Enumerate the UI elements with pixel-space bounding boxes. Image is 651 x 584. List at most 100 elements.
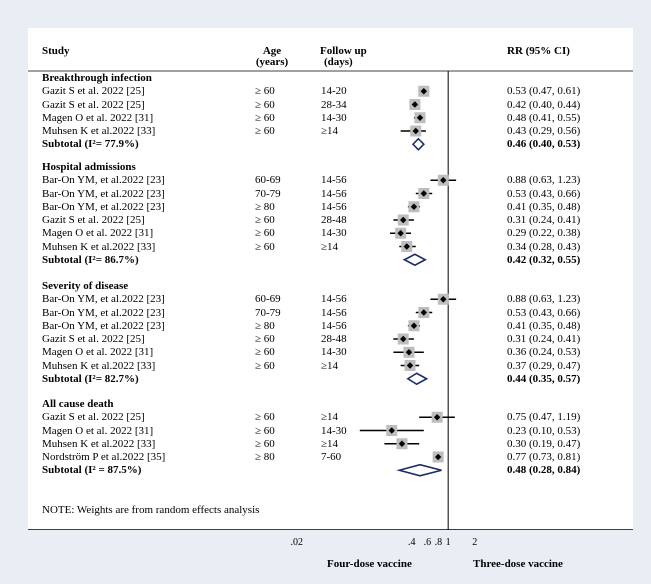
- study-age: ≥ 80: [255, 319, 275, 332]
- study-name: Muhsen K et al.2022 [33]: [42, 359, 156, 372]
- study-rr-label: 0.31 (0.24, 0.41): [507, 214, 581, 226]
- header-follow-unit: (days): [324, 56, 353, 68]
- study-follow-up: 14-56: [321, 293, 347, 306]
- study-age: ≥ 60: [255, 227, 275, 240]
- study-rr-label: 0.37 (0.29, 0.47): [507, 359, 581, 372]
- point-estimate: [434, 453, 442, 461]
- study-rr-label: 0.43 (0.29, 0.56): [507, 125, 581, 137]
- study-rr-label: 0.34 (0.28, 0.43): [507, 240, 581, 253]
- point-estimate: [416, 114, 424, 121]
- study-name: Magen O et al. 2022 [31]: [42, 346, 154, 359]
- study-rr-label: 0.53 (0.43, 0.66): [507, 187, 581, 200]
- subtotal-diamond: [406, 372, 429, 386]
- study-name: Muhsen K et al.2022 [33]: [42, 437, 156, 450]
- subtotal-diamond: [396, 463, 442, 477]
- study-name: Magen O et al. 2022 [31]: [42, 424, 154, 437]
- study-follow-up: ≥14: [321, 411, 339, 424]
- point-estimate: [411, 101, 419, 108]
- group-title: All cause death: [42, 398, 114, 410]
- study-rr-label: 0.41 (0.35, 0.48): [507, 200, 581, 213]
- header-study: Study: [42, 45, 70, 57]
- study-name: Bar-On YM, et al.2022 [23]: [42, 174, 165, 187]
- study-follow-up: 7-60: [321, 451, 342, 463]
- study-rr-label: 0.75 (0.47, 1.19): [507, 411, 581, 424]
- x-tick-label: .8: [434, 537, 443, 548]
- x-tick-label: .4: [408, 537, 416, 548]
- study-name: Gazit S et al. 2022 [25]: [42, 333, 145, 345]
- study-age: ≥ 60: [255, 411, 275, 424]
- point-estimate: [440, 296, 447, 303]
- study-follow-up: 14-56: [321, 306, 347, 319]
- point-estimate: [406, 362, 414, 369]
- point-estimate: [388, 427, 395, 434]
- study-follow-up: ≥14: [321, 359, 339, 372]
- study-follow-up: ≥14: [321, 437, 339, 450]
- x-tick-label: .6: [423, 537, 432, 548]
- study-follow-up: ≥14: [321, 240, 339, 253]
- study-age: 70-79: [255, 306, 281, 319]
- subtotal-label: Subtotal (I²= 82.7%): [42, 372, 139, 385]
- point-estimate: [397, 230, 404, 237]
- point-estimate: [405, 349, 413, 356]
- subtotal-rr: 0.44 (0.35, 0.57): [507, 372, 581, 385]
- study-age: 70-79: [255, 187, 281, 200]
- study-follow-up: 28-48: [321, 214, 347, 226]
- point-estimate: [403, 243, 410, 250]
- study-rr-label: 0.42 (0.40, 0.44): [507, 98, 581, 111]
- study-rr-label: 0.30 (0.19, 0.47): [507, 437, 581, 450]
- study-age: ≥ 60: [255, 346, 275, 359]
- point-estimate: [410, 203, 418, 210]
- study-rr-label: 0.48 (0.41, 0.55): [507, 111, 581, 124]
- study-rr-label: 0.88 (0.63, 1.23): [507, 174, 581, 187]
- group-title: Breakthrough infection: [42, 72, 152, 84]
- study-follow-up: ≥14: [321, 125, 339, 137]
- subtotal-rr: 0.42 (0.32, 0.55): [507, 253, 581, 266]
- group-title: Severity of disease: [42, 280, 129, 292]
- x-tick-label: 2: [472, 537, 478, 548]
- subtotal-label: Subtotal (I² = 87.5%): [42, 464, 142, 477]
- study-follow-up: 14-30: [321, 111, 347, 124]
- study-age: ≥ 60: [255, 424, 275, 437]
- study-age: 60-69: [255, 174, 281, 187]
- study-name: Gazit S et al. 2022 [25]: [42, 214, 145, 226]
- header-age-unit: (years): [255, 56, 289, 68]
- study-name: Bar-On YM, et al.2022 [23]: [42, 293, 165, 306]
- subtotal-rr: 0.48 (0.28, 0.84): [507, 464, 581, 477]
- point-estimate: [400, 335, 407, 343]
- study-name: Magen O et al. 2022 [31]: [42, 111, 154, 124]
- note: NOTE: Weights are from random effects an…: [42, 504, 260, 516]
- study-rr-label: 0.77 (0.73, 0.81): [507, 451, 581, 463]
- point-estimate: [410, 322, 418, 329]
- x-tick-label: .02: [290, 537, 304, 548]
- study-age: ≥ 60: [255, 214, 275, 226]
- group-title: Hospital admissions: [42, 161, 136, 173]
- study-follow-up: 28-34: [321, 98, 347, 111]
- study-rr-label: 0.23 (0.10, 0.53): [507, 424, 581, 437]
- study-rr-label: 0.53 (0.43, 0.66): [507, 306, 581, 319]
- study-rr-label: 0.31 (0.24, 0.41): [507, 333, 581, 345]
- study-rr-label: 0.41 (0.35, 0.48): [507, 319, 581, 332]
- header-follow-up: Follow up: [320, 45, 367, 57]
- point-estimate: [420, 309, 428, 316]
- point-estimate: [420, 88, 428, 95]
- study-name: Gazit S et al. 2022 [25]: [42, 98, 145, 111]
- point-estimate: [398, 440, 406, 447]
- study-follow-up: 14-30: [321, 424, 347, 437]
- study-follow-up: 14-30: [321, 346, 347, 359]
- study-age: ≥ 60: [255, 359, 275, 372]
- study-rr-label: 0.88 (0.63, 1.23): [507, 293, 581, 306]
- study-name: Gazit S et al. 2022 [25]: [42, 411, 145, 424]
- forest-plot: Study Age (years) Follow up (days) RR (9…: [28, 28, 633, 530]
- xlabel-three-dose: Three-dose vaccine: [473, 558, 563, 570]
- subtotal-diamond: [411, 137, 425, 151]
- x-tick-label: 1: [445, 537, 451, 548]
- study-follow-up: 14-56: [321, 200, 347, 213]
- subtotal-diamond: [402, 253, 427, 267]
- study-name: Muhsen K et al.2022 [33]: [42, 125, 156, 137]
- study-name: Bar-On YM, et al.2022 [23]: [42, 200, 165, 213]
- study-name: Bar-On YM, et al.2022 [23]: [42, 319, 165, 332]
- header-age: Age: [262, 45, 282, 57]
- study-age: ≥ 60: [255, 98, 275, 111]
- point-estimate: [400, 216, 407, 224]
- study-follow-up: 14-30: [321, 227, 347, 240]
